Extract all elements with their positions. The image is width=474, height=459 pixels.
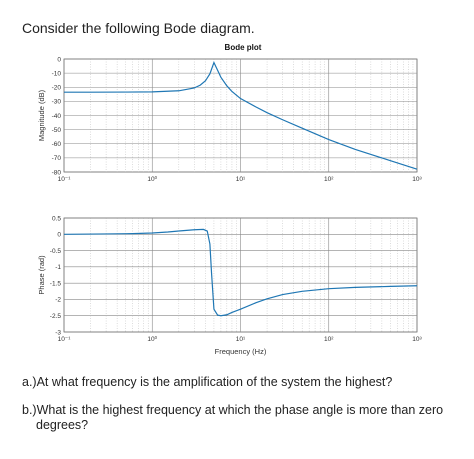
xtick-label: 10⁰ [147,335,157,343]
xtick-label: 10² [324,176,334,183]
magnitude-plot: 0-10-20-30-40-50-60-70-80 10⁻¹ 10⁰ 10¹ 10² 1… [37,56,423,183]
question-a: a.)At what frequency is the amplificatio… [22,375,392,390]
ytick-label: -1.5 [50,280,62,287]
intro-text: Consider the following Bode diagram. [22,20,255,36]
xtick-label: 10⁰ [147,175,157,183]
phase-plot: 0.50-0.5-1-1.5-2-2.5-3 10⁻¹ 10⁰ 10¹ 10² 10³ … [37,215,423,356]
phase-series-line [63,228,418,317]
xtick-label: 10⁻¹ [58,176,72,183]
ytick-label: -0.5 [50,248,62,255]
ytick-label: -20 [52,85,62,92]
phase-xlabel: Frequency (Hz) [215,347,267,356]
ytick-label: -30 [52,99,62,106]
ytick-label: 0 [57,56,61,63]
question-b-text: What is the highest frequency at which t… [36,403,444,417]
ytick-label: -2 [55,297,61,304]
bode-plot: Bode plot 0-10-20-30-40-50-60-70-80 10⁻¹… [37,43,423,356]
xtick-label: 10¹ [236,336,246,343]
ytick-label: 0.5 [52,215,61,222]
question-b-label: b.) [22,403,37,417]
xtick-label: 10³ [412,336,422,343]
plot-title: Bode plot [225,43,262,52]
question-b: b.)What is the highest frequency at whic… [22,403,462,433]
ytick-label: -3 [55,329,61,336]
xtick-label: 10² [324,336,334,343]
xtick-label: 10³ [412,176,422,183]
magnitude-xticks: 10⁻¹ 10⁰ 10¹ 10² 10³ [58,175,423,183]
ytick-label: -2.5 [50,313,62,320]
ytick-label: -10 [52,70,62,77]
ytick-label: -70 [52,155,62,162]
ytick-label: 0 [57,232,61,239]
magnitude-grid [63,58,418,173]
question-a-text: At what frequency is the amplification o… [36,375,393,389]
ytick-label: -80 [52,169,62,176]
phase-ylabel: Phase (rad) [37,255,46,295]
magnitude-ylabel: Magnitude (dB) [37,89,46,141]
ytick-label: -40 [52,113,62,120]
xtick-label: 10⁻¹ [58,336,72,343]
ytick-label: -60 [52,141,62,148]
magnitude-series-line [64,60,418,170]
question-a-label: a.) [22,375,37,389]
phase-yticks: 0.5 0 -0.5 -1 -1.5 -2 -2.5 -3 [50,215,62,336]
magnitude-yticks: 0 -10 -20 -30 -40 -50 -60 -70 -80 [52,56,62,176]
ytick-label: -1 [55,264,61,271]
xtick-label: 10¹ [236,176,246,183]
ytick-label: -50 [52,127,62,134]
phase-xticks: 10⁻¹ 10⁰ 10¹ 10² 10³ [58,335,423,343]
question-b-text-cont: degrees? [36,418,89,432]
